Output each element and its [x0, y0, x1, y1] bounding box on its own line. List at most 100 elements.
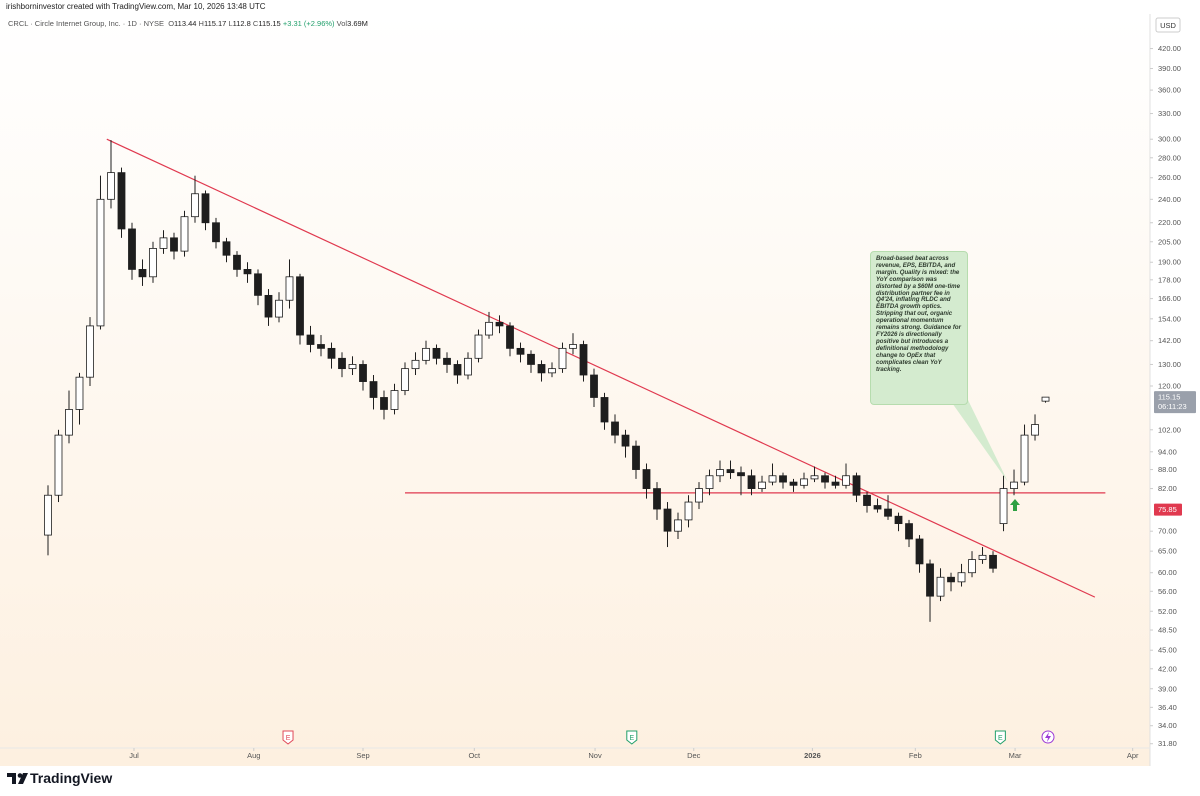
y-tick-label: 300.00 [1158, 135, 1181, 144]
last-price-box [1154, 391, 1196, 414]
y-tick-label: 390.00 [1158, 64, 1181, 73]
candle-body [380, 397, 388, 410]
y-tick-label: 220.00 [1158, 218, 1181, 227]
up-arrow-icon [1010, 499, 1020, 511]
x-tick-label: 2026 [804, 751, 821, 760]
countdown: 06:11:23 [1158, 402, 1187, 411]
candle-body [674, 519, 682, 532]
y-tick-label: 260.00 [1158, 173, 1181, 182]
y-tick-label: 154.00 [1158, 314, 1181, 323]
y-tick-label: 360.00 [1158, 86, 1181, 95]
candle-body [96, 198, 105, 327]
x-tick-label: Feb [909, 751, 922, 760]
candle-body [159, 237, 168, 249]
candle-body [873, 505, 882, 510]
candle-body [306, 334, 315, 345]
change: +3.31 (+2.96%) [282, 19, 335, 28]
brand: TradingView [30, 770, 113, 786]
x-tick-label: Oct [468, 751, 481, 760]
h-label: H [198, 19, 204, 28]
y-tick-label: 31.80 [1158, 739, 1177, 748]
candle-body [884, 508, 892, 517]
candle-body [926, 563, 934, 597]
candle-body [359, 364, 367, 382]
candle-body [768, 475, 777, 483]
candle-body [212, 222, 220, 243]
x-tick-label: Apr [1127, 751, 1139, 760]
candle-body [411, 359, 420, 370]
x-tick-label: Aug [247, 751, 260, 760]
currency-box [1155, 17, 1181, 33]
brand-logo [7, 773, 28, 784]
candle-body [453, 364, 462, 376]
earnings-label: E [286, 735, 291, 742]
candle-body [747, 475, 756, 489]
candle-body [422, 347, 430, 361]
candle-body [726, 469, 735, 474]
candle-body [516, 347, 525, 355]
x-tick-label: Dec [687, 751, 701, 760]
candle-body [485, 321, 493, 336]
lightning-icon [1045, 732, 1051, 742]
close-value: 115.15 [258, 19, 281, 28]
earnings-marker [626, 730, 638, 745]
x-tick-label: Jul [129, 751, 139, 760]
candle-body [579, 344, 588, 376]
header: irishborninvestor created with TradingVi… [6, 2, 266, 11]
candle-body [285, 276, 294, 301]
y-tick-label: 36.40 [1158, 703, 1177, 712]
candle-body [527, 353, 535, 365]
currency: USD [1160, 21, 1176, 30]
candle-body [894, 515, 903, 525]
candle-body [65, 409, 73, 436]
candle-body [401, 368, 409, 391]
y-tick-label: 52.00 [1158, 607, 1177, 616]
candle-body [800, 478, 808, 486]
candle-body [338, 357, 346, 370]
y-tick-label: 94.00 [1158, 447, 1177, 456]
candle-body [138, 269, 147, 278]
alert-price-box [1154, 503, 1182, 516]
volume: 3.69M [347, 19, 368, 28]
candle-body [348, 364, 357, 370]
y-tick-label: 45.00 [1158, 646, 1177, 655]
candle-body [86, 325, 94, 378]
candle-body [443, 357, 451, 365]
earnings-label: E [998, 735, 1003, 742]
candle-body [978, 554, 987, 560]
candle-body [989, 554, 997, 569]
candle-body [191, 193, 199, 218]
candle-body [537, 364, 546, 374]
candle-body [432, 347, 441, 359]
y-tick-label: 130.00 [1158, 360, 1181, 369]
trendline [106, 138, 1096, 598]
candle-body [611, 421, 619, 436]
high-value: 115.17 [203, 19, 227, 28]
candle-body [327, 347, 336, 359]
symbol-legend: CRCL · Circle Internet Group, Inc. · 1D … [8, 19, 368, 28]
y-tick-label: 82.00 [1158, 484, 1177, 493]
candle-body [107, 172, 115, 200]
candle-body [254, 273, 262, 296]
candle-body [390, 390, 399, 410]
candle-body [275, 299, 283, 318]
candle-body [642, 469, 651, 489]
y-tick-label: 65.00 [1158, 547, 1177, 556]
x-tick-label: Nov [588, 751, 602, 760]
symbol: CRCL · Circle Internet Group, Inc. · 1D … [8, 19, 165, 28]
earnings-marker [282, 730, 294, 745]
y-tick-label: 102.00 [1158, 425, 1181, 434]
candle-body [54, 434, 63, 496]
candle-body [117, 172, 126, 230]
y-tick-label: 34.00 [1158, 721, 1177, 730]
candle-body [1020, 434, 1029, 483]
candle-body [243, 269, 252, 275]
candle-body [695, 488, 703, 503]
candle-body [506, 325, 514, 349]
candle-body [128, 228, 136, 270]
candle-body [264, 294, 273, 318]
candle-body [947, 576, 955, 583]
candle-body [495, 321, 504, 327]
candle-body [222, 241, 231, 256]
